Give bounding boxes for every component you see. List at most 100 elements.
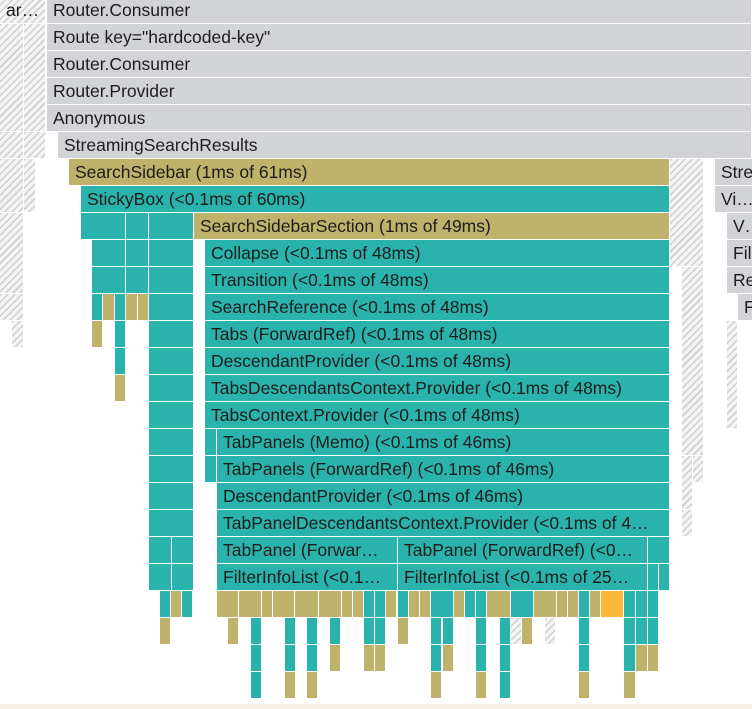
flame-node-streaming-search-results[interactable]: StreamingSearchResults xyxy=(58,132,752,159)
flame-node[interactable] xyxy=(273,591,295,618)
flame-node[interactable] xyxy=(307,645,318,672)
flame-node[interactable] xyxy=(205,456,217,483)
flame-node[interactable] xyxy=(375,591,386,618)
flame-node-search-sidebar-section[interactable]: SearchSidebarSection (1ms of 49ms) xyxy=(194,213,670,240)
flame-node[interactable] xyxy=(534,591,557,618)
flame-node-collapse[interactable]: Collapse (<0.1ms of 48ms) xyxy=(205,240,670,267)
flame-node[interactable] xyxy=(149,240,194,267)
flame-node[interactable] xyxy=(81,213,126,240)
flame-node-descendant-provider-2[interactable]: DescendantProvider (<0.1ms of 46ms) xyxy=(217,483,670,510)
flame-node-virtu[interactable]: Virtu xyxy=(715,186,752,213)
flame-node-f[interactable]: F xyxy=(738,294,752,321)
flame-node[interactable] xyxy=(500,645,511,672)
flame-node[interactable] xyxy=(476,618,487,645)
flame-node[interactable] xyxy=(420,591,431,618)
flame-node[interactable] xyxy=(431,618,442,645)
flame-node[interactable] xyxy=(476,645,487,672)
flame-node[interactable] xyxy=(149,375,194,402)
flame-node[interactable] xyxy=(579,591,590,618)
flame-node[interactable] xyxy=(624,645,636,672)
flame-node-tabpanel-forwardref-1[interactable]: TabPanel (Forwar… xyxy=(217,537,398,564)
flame-node[interactable] xyxy=(92,267,126,294)
flame-node[interactable] xyxy=(476,591,487,618)
flame-node[interactable] xyxy=(648,645,659,672)
flame-node-tabpanel-forwardref-2[interactable]: TabPanel (ForwardRef) (<0… xyxy=(398,537,648,564)
flame-node[interactable] xyxy=(149,213,194,240)
flame-node[interactable] xyxy=(228,618,239,645)
flame-node[interactable] xyxy=(579,645,590,672)
flame-node[interactable] xyxy=(307,672,318,699)
flame-node[interactable] xyxy=(138,294,149,321)
flame-node[interactable] xyxy=(648,591,659,618)
flame-node[interactable] xyxy=(285,645,296,672)
flame-node[interactable] xyxy=(149,402,194,429)
flame-node-fil[interactable]: Fil xyxy=(727,240,752,267)
flame-node[interactable] xyxy=(251,645,262,672)
flame-node[interactable] xyxy=(149,483,194,510)
flame-node[interactable] xyxy=(648,618,659,645)
flame-node-vis[interactable]: Vis xyxy=(727,213,752,240)
flame-node[interactable] xyxy=(126,294,138,321)
flame-node[interactable] xyxy=(92,321,103,348)
flame-node-router-provider[interactable]: Router.Provider xyxy=(47,78,752,105)
flame-node[interactable] xyxy=(171,591,182,618)
flame-node-search-reference[interactable]: SearchReference (<0.1ms of 48ms) xyxy=(205,294,670,321)
flame-node[interactable] xyxy=(568,591,579,618)
flame-node-anonymous[interactable]: Anonymous xyxy=(47,105,752,132)
flame-node[interactable] xyxy=(330,645,341,672)
flame-node-router-consumer[interactable]: Router.Consumer xyxy=(47,51,752,78)
flame-node[interactable] xyxy=(307,618,318,645)
flame-node[interactable] xyxy=(205,429,217,456)
flame-node[interactable] xyxy=(149,564,172,591)
flame-node[interactable] xyxy=(160,618,171,645)
flame-node-sticky-box[interactable]: StickyBox (<0.1ms of 60ms) xyxy=(81,186,670,213)
flame-node[interactable] xyxy=(251,672,262,699)
flame-node[interactable] xyxy=(330,618,341,645)
flame-node[interactable] xyxy=(92,240,126,267)
flame-node[interactable] xyxy=(636,645,648,672)
flame-node-route-key[interactable]: Route key="hardcoded-key" xyxy=(47,24,752,51)
flame-node[interactable] xyxy=(624,591,636,618)
flame-node[interactable] xyxy=(115,294,126,321)
flame-node[interactable] xyxy=(590,591,601,618)
flame-node[interactable] xyxy=(636,618,648,645)
flame-node-router-consumer-top[interactable]: Router.Consumer xyxy=(47,0,752,24)
flame-node[interactable] xyxy=(239,591,262,618)
flame-node[interactable] xyxy=(285,672,296,699)
flame-node-tabpanels-forwardref[interactable]: TabPanels (ForwardRef) (<0.1ms of 46ms) xyxy=(217,456,670,483)
flame-node[interactable] xyxy=(454,591,465,618)
flame-node[interactable] xyxy=(431,591,454,618)
flame-node[interactable] xyxy=(465,591,476,618)
flame-node[interactable] xyxy=(285,618,296,645)
flame-node[interactable] xyxy=(386,591,397,618)
flame-node[interactable] xyxy=(398,618,409,645)
flame-node[interactable] xyxy=(431,645,442,672)
flame-node[interactable] xyxy=(115,321,126,348)
flame-node-tabpanel-descendants-context[interactable]: TabPanelDescendantsContext.Provider (<0.… xyxy=(217,510,670,537)
flame-node[interactable] xyxy=(92,294,103,321)
flame-node[interactable] xyxy=(476,672,487,699)
flame-node[interactable] xyxy=(636,591,648,618)
flame-node[interactable] xyxy=(149,267,194,294)
flame-node[interactable] xyxy=(500,618,511,645)
flame-node[interactable] xyxy=(182,591,193,618)
flame-node[interactable] xyxy=(648,564,659,591)
flame-node[interactable] xyxy=(149,348,194,375)
flame-node[interactable] xyxy=(557,591,568,618)
flame-node[interactable] xyxy=(160,591,171,618)
flame-node[interactable] xyxy=(149,537,172,564)
flame-node[interactable] xyxy=(295,591,319,618)
flame-node[interactable] xyxy=(443,645,454,672)
flame-node[interactable] xyxy=(126,213,149,240)
flame-node[interactable] xyxy=(409,591,420,618)
flame-node[interactable] xyxy=(511,591,534,618)
flame-node[interactable] xyxy=(500,672,511,699)
flame-node[interactable] xyxy=(624,618,636,645)
flame-node[interactable] xyxy=(624,672,636,699)
flame-node[interactable] xyxy=(126,267,149,294)
flame-node[interactable] xyxy=(149,510,194,537)
flame-node[interactable] xyxy=(487,591,511,618)
flame-node[interactable] xyxy=(251,618,262,645)
flame-node[interactable] xyxy=(364,618,375,645)
flame-node[interactable] xyxy=(579,618,590,645)
